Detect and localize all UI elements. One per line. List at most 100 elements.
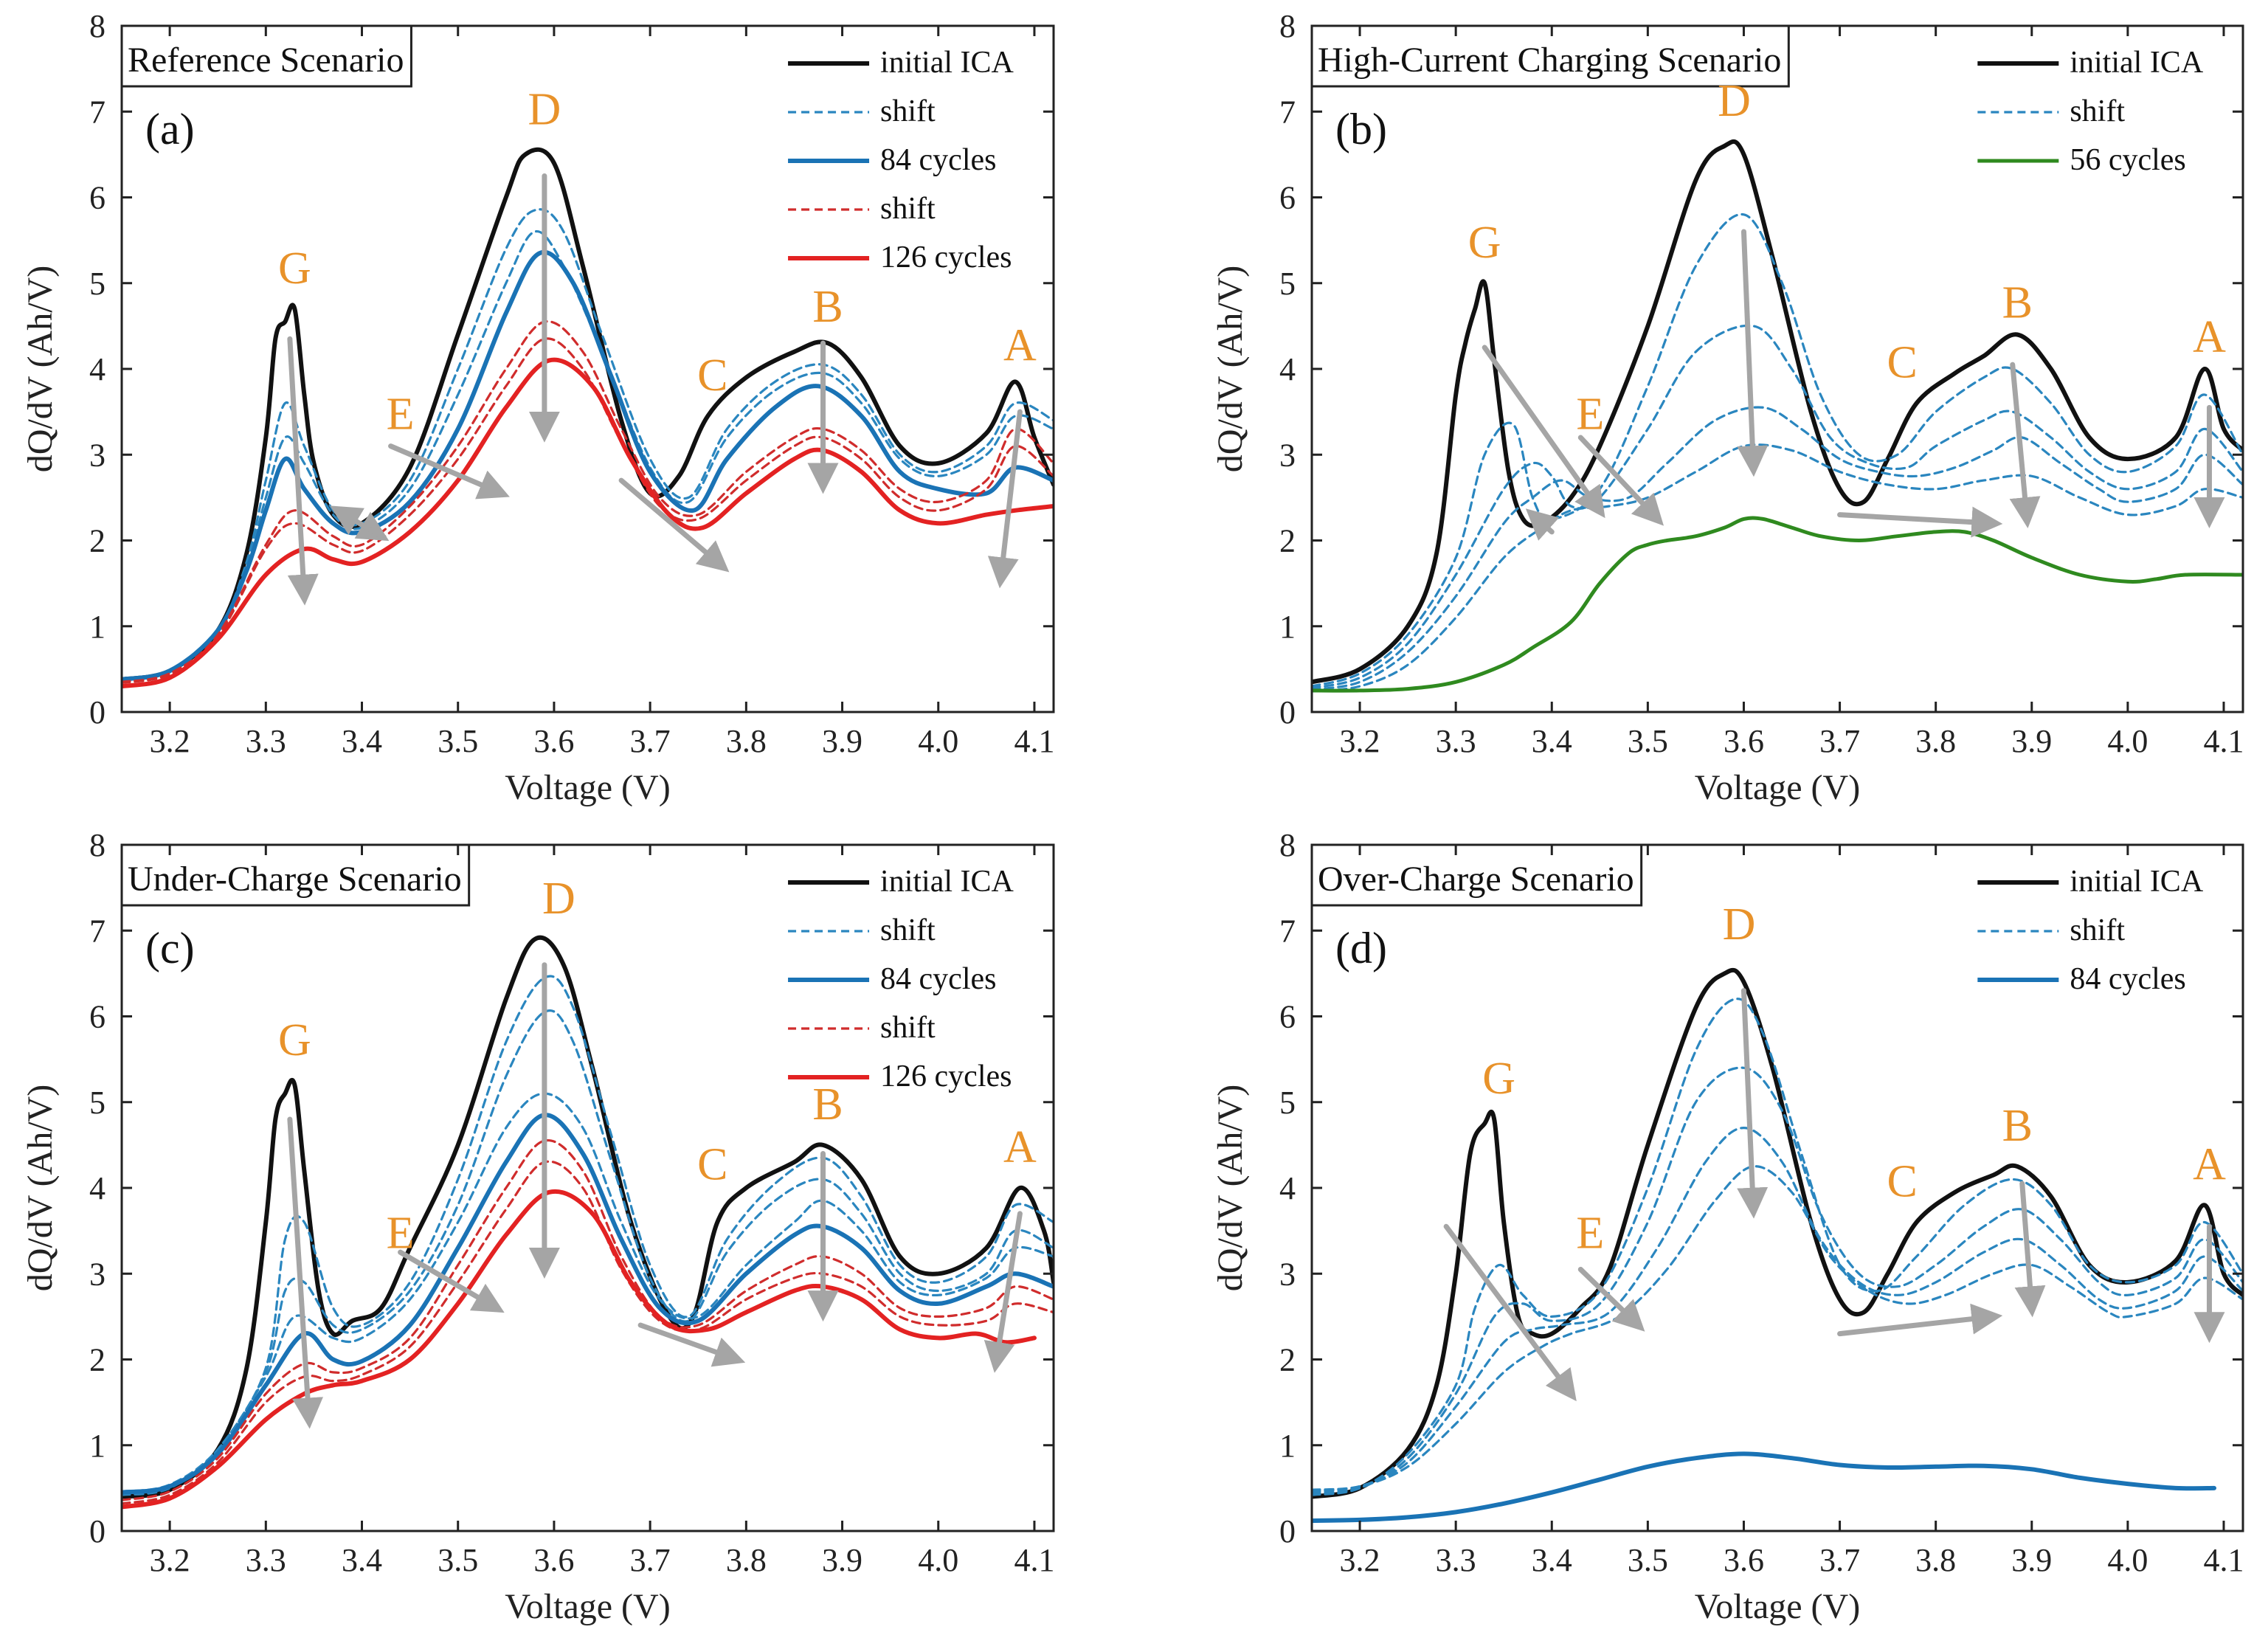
trend-arrow-4 <box>637 1322 746 1367</box>
y-tick-label: 1 <box>89 1428 106 1464</box>
peak-label-D: D <box>1723 899 1756 950</box>
y-tick-label: 1 <box>89 609 106 645</box>
peak-label-D: D <box>542 874 575 924</box>
legend-label-3: 84 cycles <box>880 962 996 996</box>
legend-label-2: shift <box>2070 94 2125 128</box>
x-tick-label: 3.8 <box>726 1542 767 1578</box>
legend-label-1: initial ICA <box>2070 46 2203 80</box>
peak-label-A: A <box>1003 320 1037 370</box>
panel-label: (d) <box>1335 924 1387 972</box>
x-tick-label: 3.2 <box>1340 1542 1380 1578</box>
peak-label-C: C <box>1887 1157 1917 1207</box>
x-tick-label: 3.3 <box>246 1542 286 1578</box>
series-line-1-initial <box>122 147 1054 682</box>
x-tick-label: 3.6 <box>533 1542 574 1578</box>
y-tick-label: 1 <box>1279 609 1296 645</box>
x-tick-label: 3.5 <box>1628 723 1668 759</box>
y-tick-label: 7 <box>1279 94 1296 130</box>
x-tick-label: 4.1 <box>1014 1542 1054 1578</box>
peak-label-E: E <box>1576 1208 1604 1258</box>
trend-arrow-4 <box>1737 229 1769 477</box>
x-tick-label: 3.7 <box>1819 1542 1860 1578</box>
x-tick-label: 3.2 <box>150 723 190 759</box>
y-tick-label: 8 <box>1279 827 1296 863</box>
peak-label-G: G <box>278 1015 311 1065</box>
y-tick-label: 8 <box>89 8 106 44</box>
y-tick-label: 5 <box>89 1085 106 1121</box>
peak-label-A: A <box>2193 1139 2226 1189</box>
peak-label-E: E <box>387 389 415 439</box>
panel-c: 3.2 3.3 3.4 3.5 3.6 3.7 3.8 3.9 4.0 4.1 0 1 2 3 4 5 6 7 8 V… <box>21 827 1055 1626</box>
y-tick-label: 8 <box>89 827 106 863</box>
y-tick-label: 4 <box>1279 1170 1296 1206</box>
series-line-2-blue_shift <box>122 208 1054 681</box>
x-tick-label: 3.5 <box>1628 1542 1668 1578</box>
legend-label-3: 56 cycles <box>2070 143 2185 177</box>
series-line-6-blue <box>1312 1451 2216 1524</box>
legend-label-1: initial ICA <box>880 46 1014 80</box>
y-tick-label: 6 <box>89 999 106 1035</box>
x-tick-label: 3.8 <box>1915 723 1956 759</box>
series-line-2-blue_shift <box>1312 998 2243 1496</box>
y-tick-label: 3 <box>1279 1256 1296 1292</box>
series-line-4-blue_shift <box>122 1092 1054 1493</box>
trend-arrow-1 <box>287 1116 323 1429</box>
trend-arrow-1 <box>1482 345 1605 519</box>
trend-arrow-3 <box>1737 988 1769 1219</box>
y-tick-label: 0 <box>1279 694 1296 730</box>
trend-arrow-5 <box>2014 1181 2046 1318</box>
series-line-8-red <box>122 1189 1037 1510</box>
legend-label-5: 126 cycles <box>880 241 1012 274</box>
x-tick-label: 4.1 <box>2203 723 2244 759</box>
x-tick-label: 3.7 <box>630 723 671 759</box>
y-tick-label: 2 <box>1279 523 1296 559</box>
trend-arrow-2 <box>398 1249 505 1313</box>
x-tick-label: 4.1 <box>1014 723 1054 759</box>
peak-label-C: C <box>697 350 727 401</box>
y-tick-label: 6 <box>1279 180 1296 216</box>
x-tick-label: 3.2 <box>1340 723 1380 759</box>
peak-label-G: G <box>1482 1054 1515 1104</box>
x-tick-label: 3.6 <box>1724 723 1764 759</box>
x-tick-label: 3.9 <box>2011 1542 2052 1578</box>
series-group <box>1312 139 2243 693</box>
y-tick-label: 6 <box>89 180 106 216</box>
x-tick-label: 3.8 <box>1915 1542 1956 1578</box>
series-line-5-red_shift <box>122 320 1054 683</box>
y-tick-label: 0 <box>89 1513 106 1549</box>
y-tick-label: 8 <box>1279 8 1296 44</box>
series-line-1-initial <box>122 935 1054 1499</box>
x-tick-label: 3.9 <box>822 1542 862 1578</box>
x-tick-label: 4.1 <box>2203 1542 2244 1578</box>
x-tick-label: 3.4 <box>1532 723 1572 759</box>
y-tick-label: 4 <box>89 351 106 387</box>
y-tick-label: 6 <box>1279 999 1296 1035</box>
peak-label-A: A <box>2193 312 2226 362</box>
panel-label: (c) <box>145 924 195 972</box>
panel-d: 3.2 3.3 3.4 3.5 3.6 3.7 3.8 3.9 4.0 4.1 0 1 2 3 4 5 6 7 8 V… <box>1211 827 2244 1626</box>
y-tick-label: 5 <box>1279 1085 1296 1121</box>
x-tick-label: 4.0 <box>918 1542 958 1578</box>
x-tick-label: 4.0 <box>2107 723 2148 759</box>
y-tick-label: 0 <box>1279 1513 1296 1549</box>
series-line-3-blue_shift <box>1312 324 2243 690</box>
y-tick-label: 4 <box>89 1170 106 1206</box>
y-tick-label: 3 <box>89 1256 106 1292</box>
series-group <box>1312 967 2243 1524</box>
peak-label-E: E <box>387 1208 415 1258</box>
plot-frame <box>120 24 1055 713</box>
panel-title: Reference Scenario <box>128 41 404 80</box>
series-line-3-blue_shift <box>122 230 1054 681</box>
x-tick-label: 3.6 <box>533 723 574 759</box>
series-line-6-red_shift <box>122 1139 1054 1501</box>
x-tick-label: 3.3 <box>1436 1542 1476 1578</box>
y-axis-title: dQ/dV (Ah/V) <box>21 266 60 472</box>
series-line-4-blue_shift <box>1312 406 2243 691</box>
series-group <box>122 935 1054 1510</box>
x-axis-title: Voltage (V) <box>1695 768 1860 807</box>
panel-label: (b) <box>1335 105 1387 153</box>
series-line-1-initial <box>1312 967 2243 1499</box>
series-line-3-blue_shift <box>122 1009 1054 1495</box>
trend-arrow-5 <box>1837 506 2003 538</box>
